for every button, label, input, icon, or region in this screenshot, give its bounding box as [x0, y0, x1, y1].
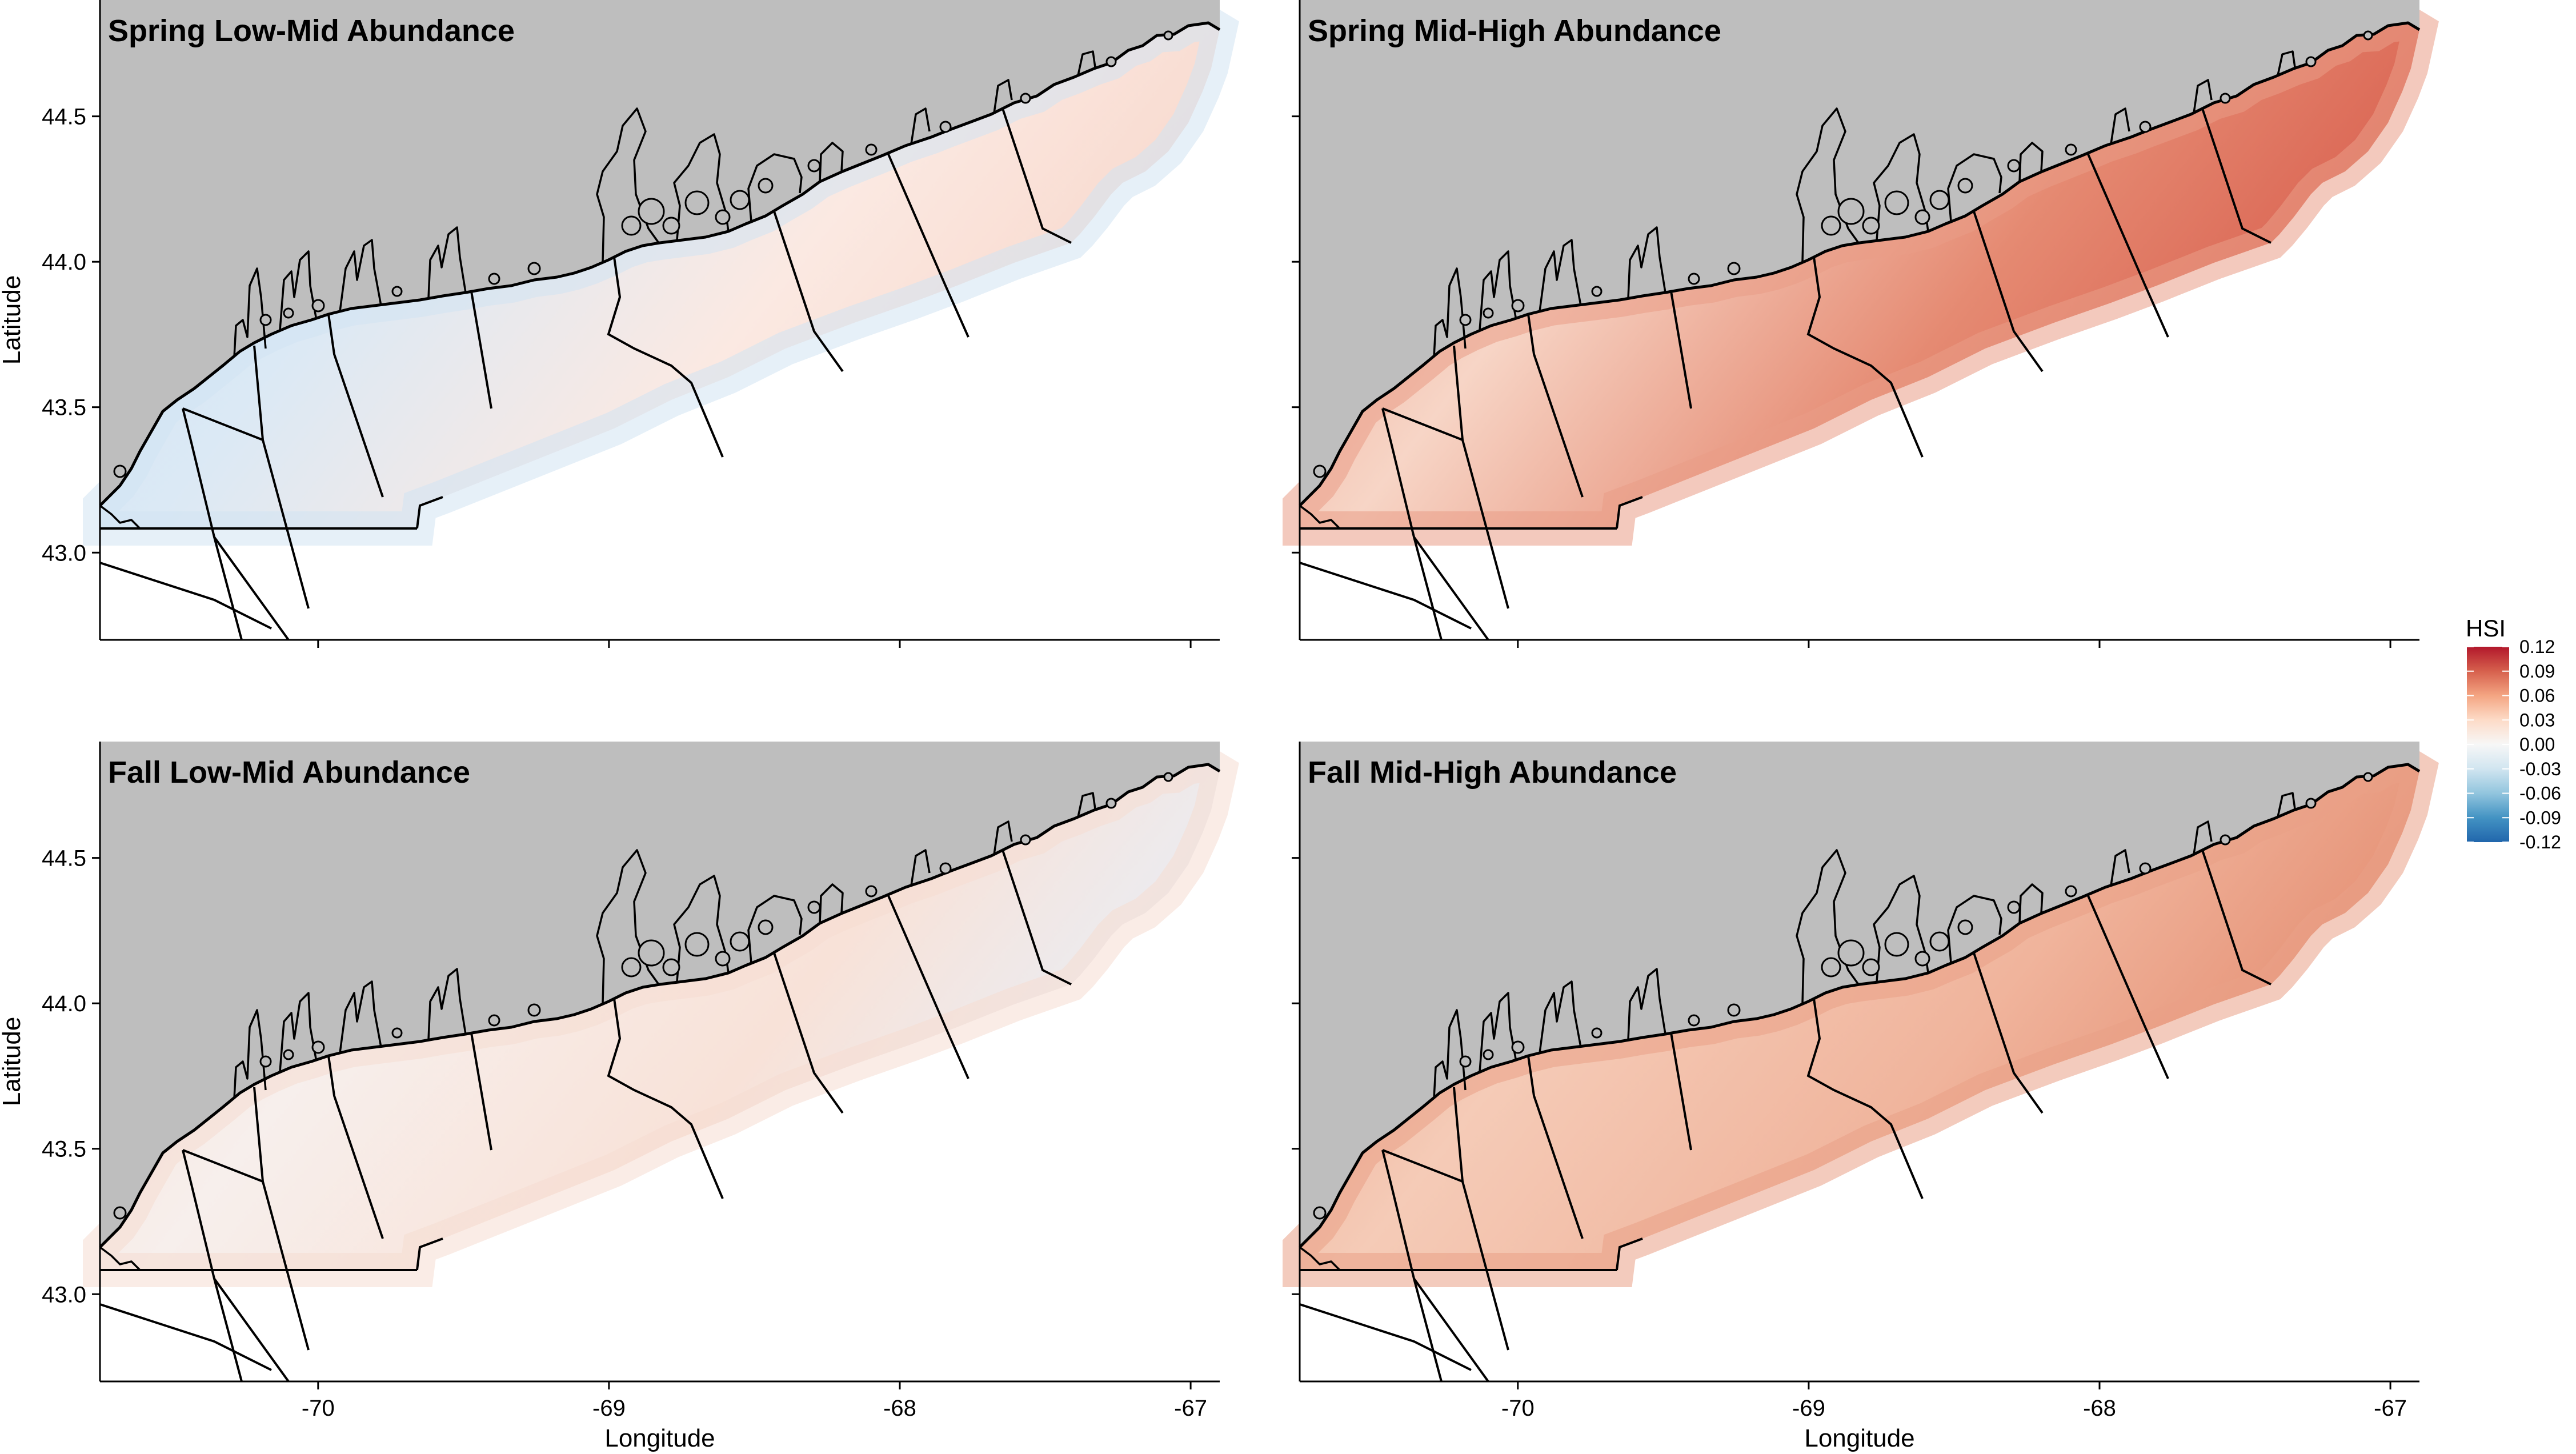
y-tick-label: 44.5 — [42, 846, 86, 871]
panel-title: Fall Mid-High Abundance — [1308, 755, 1677, 790]
legend-color-bar — [2467, 647, 2509, 842]
legend-label: 0.06 — [2519, 686, 2555, 706]
y-tick-label: 43.5 — [42, 395, 86, 420]
panel-title: Spring Mid-High Abundance — [1308, 14, 1721, 48]
legend-label: -0.12 — [2519, 832, 2561, 852]
x-tick-label: -67 — [1174, 1396, 1207, 1421]
x-tick-label: -68 — [883, 1396, 916, 1421]
map-panel: Fall Low-Mid Abundance 43.0 43.5 44.0 44.5 -7… — [0, 742, 1220, 1452]
map-panel: Spring Mid-High Abundance — [1292, 0, 2419, 648]
x-tick-label: -70 — [1501, 1396, 1535, 1421]
legend-label: 0.03 — [2519, 710, 2555, 730]
x-tick-label: -69 — [1792, 1396, 1825, 1421]
legend-label: -0.06 — [2519, 783, 2561, 804]
legend-label: -0.03 — [2519, 759, 2561, 779]
y-tick-label: 44.5 — [42, 105, 86, 130]
x-tick-label: -70 — [302, 1396, 335, 1421]
x-axis-title: Longitude — [604, 1424, 715, 1452]
x-tick-label: -67 — [2374, 1396, 2407, 1421]
panel-title: Fall Low-Mid Abundance — [108, 755, 470, 790]
y-axis-title: Latitude — [0, 1017, 26, 1107]
legend-title: HSI — [2466, 615, 2506, 642]
x-tick-label: -68 — [2083, 1396, 2116, 1421]
legend-label: 0.12 — [2519, 636, 2555, 657]
map-panel: Fall Mid-High Abundance -70 -69 -68 -67 Longi… — [1292, 742, 2419, 1452]
x-tick-label: -69 — [592, 1396, 626, 1421]
y-tick-label: 44.0 — [42, 991, 86, 1016]
legend: HSI 0.12 0.09 0.06 0.03 0.00 -0.03 -0.06 -0.09 -… — [2466, 615, 2561, 852]
map-panels: Spring Low-Mid Abundance 43.0 43.5 44.0 44.5… — [0, 0, 2419, 1452]
y-axis-title: Latitude — [0, 275, 26, 365]
panel-title: Spring Low-Mid Abundance — [108, 14, 515, 48]
y-tick-label: 43.0 — [42, 1282, 86, 1307]
x-axis-title: Longitude — [1804, 1424, 1914, 1452]
legend-label: 0.00 — [2519, 734, 2555, 755]
map-panel: Spring Low-Mid Abundance 43.0 43.5 44.0 44.5… — [0, 0, 1220, 648]
y-tick-label: 44.0 — [42, 250, 86, 275]
y-tick-label: 43.5 — [42, 1137, 86, 1162]
legend-label: 0.09 — [2519, 661, 2555, 682]
legend-label: -0.09 — [2519, 807, 2561, 828]
y-tick-label: 43.0 — [42, 540, 86, 566]
